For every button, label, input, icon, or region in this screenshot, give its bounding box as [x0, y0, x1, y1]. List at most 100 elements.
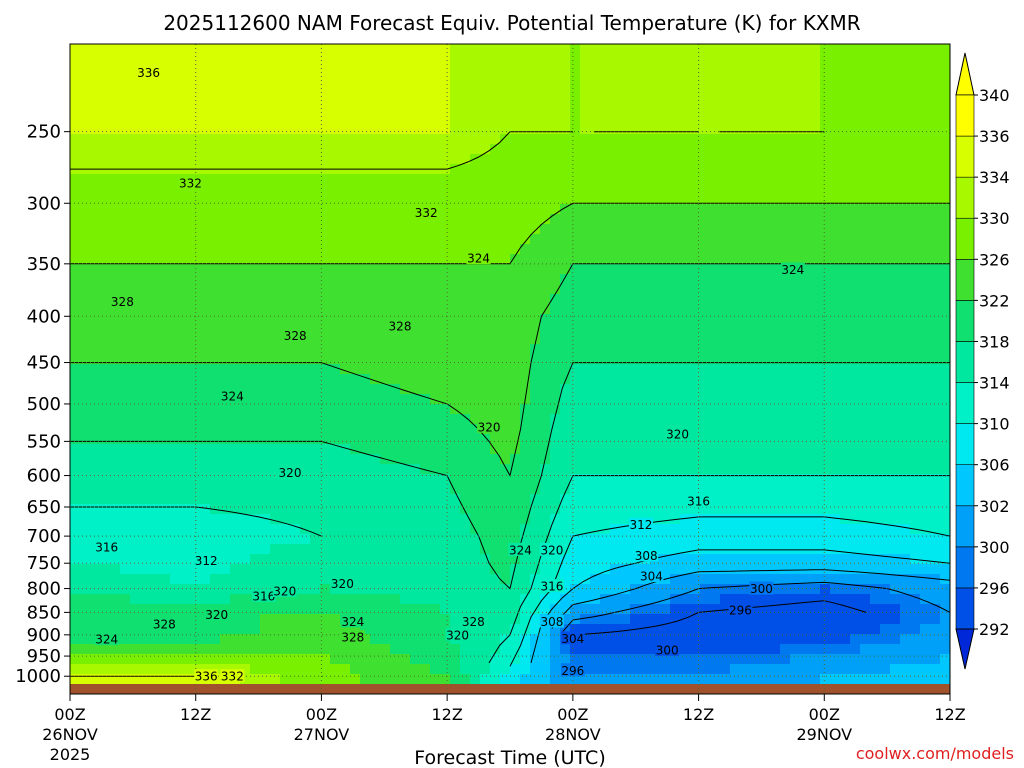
field-cell: [390, 564, 401, 575]
field-cell: [160, 434, 171, 445]
field-cell: [250, 84, 261, 95]
chart-title: 2025112600 NAM Forecast Equiv. Potential…: [163, 11, 860, 35]
field-cell: [680, 334, 691, 345]
field-cell: [180, 54, 191, 65]
field-cell: [210, 244, 221, 255]
field-cell: [590, 194, 601, 205]
field-cell: [720, 124, 731, 135]
field-cell: [470, 414, 481, 425]
field-cell: [220, 94, 231, 105]
field-cell: [100, 274, 111, 285]
field-cell: [540, 314, 551, 325]
field-cell: [740, 144, 751, 155]
field-cell: [620, 484, 631, 495]
field-cell: [220, 434, 231, 445]
field-cell: [550, 564, 561, 575]
field-cell: [390, 244, 401, 255]
field-cell: [810, 314, 821, 325]
field-cell: [170, 144, 181, 155]
field-cell: [250, 664, 261, 675]
field-cell: [620, 74, 631, 85]
field-cell: [480, 64, 491, 75]
field-cell: [430, 344, 441, 355]
field-cell: [490, 364, 501, 375]
field-cell: [670, 64, 681, 75]
field-cell: [330, 94, 341, 105]
field-cell: [420, 444, 431, 455]
field-cell: [640, 124, 651, 135]
field-cell: [740, 204, 751, 215]
field-cell: [170, 474, 181, 485]
field-cell: [400, 634, 411, 645]
field-cell: [270, 424, 281, 435]
field-cell: [170, 254, 181, 265]
field-cell: [350, 234, 361, 245]
field-cell: [200, 504, 211, 515]
field-cell: [500, 374, 511, 385]
field-cell: [620, 114, 631, 125]
field-cell: [130, 554, 141, 565]
field-cell: [790, 594, 801, 605]
field-cell: [80, 474, 91, 485]
field-cell: [440, 374, 451, 385]
field-cell: [630, 184, 641, 195]
field-cell: [440, 554, 451, 565]
field-cell: [400, 234, 411, 245]
field-cell: [450, 234, 461, 245]
field-cell: [620, 184, 631, 195]
field-cell: [800, 124, 811, 135]
field-cell: [320, 194, 331, 205]
field-cell: [720, 364, 731, 375]
field-cell: [600, 394, 611, 405]
field-cell: [410, 474, 421, 485]
field-cell: [790, 414, 801, 425]
field-cell: [240, 354, 251, 365]
field-cell: [230, 504, 241, 515]
field-cell: [250, 344, 261, 355]
field-cell: [580, 554, 591, 565]
field-cell: [290, 304, 301, 315]
field-cell: [840, 54, 851, 65]
field-cell: [270, 84, 281, 95]
field-cell: [660, 614, 671, 625]
field-cell: [180, 314, 191, 325]
field-cell: [450, 594, 461, 605]
field-cell: [710, 194, 721, 205]
field-cell: [70, 594, 81, 605]
field-cell: [710, 524, 721, 535]
field-cell: [310, 404, 321, 415]
field-cell: [580, 474, 591, 485]
field-cell: [370, 414, 381, 425]
field-cell: [570, 334, 581, 345]
field-cell: [270, 154, 281, 165]
field-cell: [510, 404, 521, 415]
field-cell: [730, 374, 741, 385]
field-cell: [780, 304, 791, 315]
field-cell: [710, 344, 721, 355]
field-cell: [80, 254, 91, 265]
field-cell: [420, 104, 431, 115]
field-cell: [140, 654, 151, 665]
field-cell: [190, 524, 201, 535]
field-cell: [670, 264, 681, 275]
field-cell: [780, 474, 791, 485]
field-cell: [400, 294, 411, 305]
field-cell: [390, 54, 401, 65]
field-cell: [720, 194, 731, 205]
field-cell: [230, 534, 241, 545]
field-cell: [120, 624, 131, 635]
field-cell: [840, 104, 851, 115]
field-cell: [170, 264, 181, 275]
field-cell: [540, 284, 551, 295]
field-cell: [540, 294, 551, 305]
field-cell: [410, 284, 421, 295]
field-cell: [410, 484, 421, 495]
field-cell: [400, 434, 411, 445]
field-cell: [450, 514, 461, 525]
field-cell: [380, 504, 391, 515]
field-cell: [200, 374, 211, 385]
field-cell: [830, 104, 841, 115]
field-cell: [160, 424, 171, 435]
field-cell: [90, 144, 101, 155]
field-cell: [810, 204, 821, 215]
